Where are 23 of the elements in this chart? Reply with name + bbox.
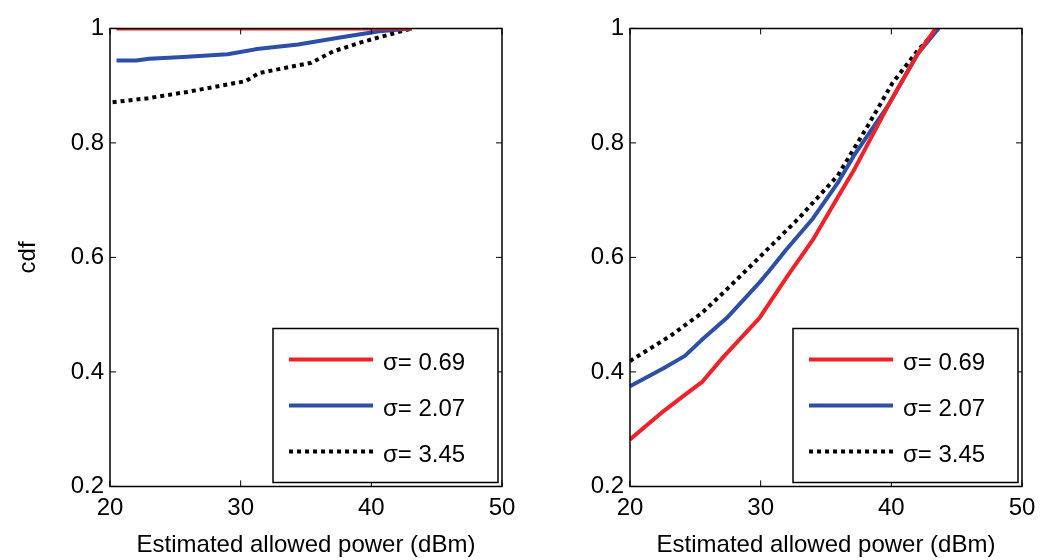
x-tick-label: 50 [1008, 493, 1036, 521]
y-axis-title: cdf [13, 241, 41, 274]
x-tick-label: 50 [488, 493, 516, 521]
legend-label: σ= 2.07 [903, 394, 986, 422]
y-tick-label: 0.6 [70, 242, 104, 270]
y-tick-label: 0.8 [590, 127, 624, 155]
y-tick-label: 0.8 [70, 127, 104, 155]
x-tick-label: 30 [747, 493, 775, 521]
x-axis-title: Estimated allowed power (dBm) [136, 530, 476, 558]
y-tick-label: 0.4 [590, 356, 624, 384]
legend-label: σ= 3.45 [383, 440, 466, 468]
legend-label: σ= 3.45 [903, 440, 986, 468]
x-tick-label: 30 [227, 493, 255, 521]
legend-label: σ= 2.07 [383, 394, 466, 422]
legend-label: σ= 0.69 [903, 348, 986, 376]
y-tick-label: 1 [610, 13, 624, 41]
x-axis-title: Estimated allowed power (dBm) [656, 530, 996, 558]
legend-label: σ= 0.69 [383, 348, 466, 376]
y-tick-label: 0.4 [70, 356, 104, 384]
x-tick-label: 40 [357, 493, 385, 521]
y-tick-label: 0.6 [590, 242, 624, 270]
x-tick-label: 40 [877, 493, 905, 521]
y-tick-label: 1 [90, 13, 104, 41]
